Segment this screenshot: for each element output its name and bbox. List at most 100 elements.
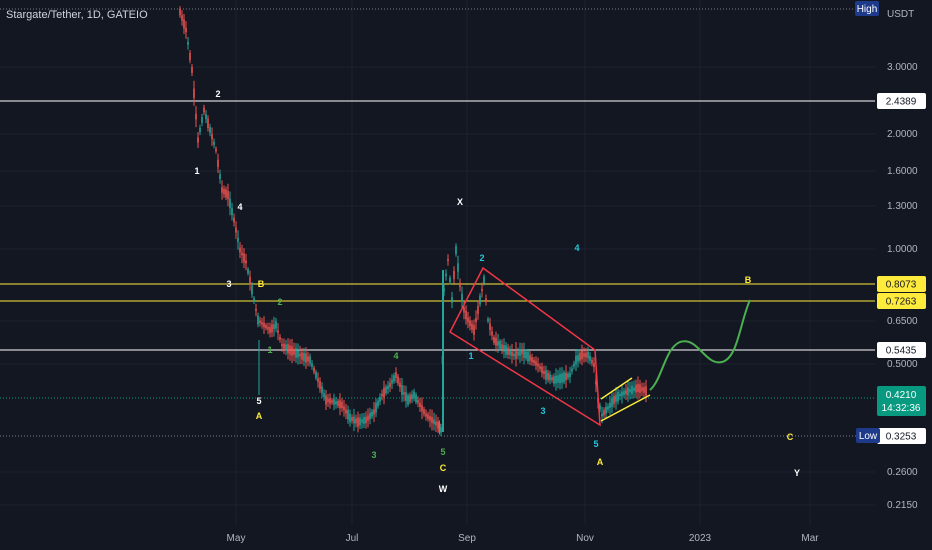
- candle-body: [257, 315, 259, 325]
- candle-body: [555, 375, 557, 384]
- candle-body: [573, 363, 575, 367]
- last-price-tag-bg: [877, 386, 926, 416]
- time-axis-labels: May Jul Sep Nov 2023 Mar: [227, 533, 820, 544]
- candle-body: [465, 310, 467, 320]
- candle-body: [635, 384, 637, 393]
- candle-body: [497, 341, 499, 346]
- candle-body: [207, 118, 209, 129]
- candle-body: [323, 393, 325, 397]
- candle-body: [367, 415, 369, 421]
- candle-body: [440, 427, 442, 433]
- candle-body: [503, 345, 505, 352]
- candle-body: [265, 325, 267, 329]
- candle-body: [585, 352, 587, 358]
- candle-body: [575, 355, 577, 365]
- candle-body: [577, 355, 579, 362]
- candle-body: [275, 321, 277, 329]
- price-axis[interactable]: [875, 0, 932, 525]
- triangle-lower: [600, 394, 651, 422]
- candle-body: [551, 377, 553, 381]
- candle-body: [617, 391, 619, 402]
- candle-body: [645, 386, 647, 396]
- candle-body: [587, 351, 589, 359]
- candle-body: [273, 324, 275, 330]
- wave-label: 1: [468, 351, 473, 361]
- candle-body: [229, 198, 231, 209]
- candle-body: [449, 277, 451, 283]
- candle-body: [329, 398, 331, 404]
- time-axis[interactable]: [0, 525, 875, 550]
- candle-body: [425, 413, 427, 417]
- candle-body: [417, 400, 419, 404]
- level-tag-0-5435: 0.5435: [886, 346, 917, 357]
- candle-body: [523, 349, 525, 358]
- candle-body: [313, 367, 315, 373]
- wave-label: C: [787, 432, 794, 442]
- candle-body: [285, 344, 287, 351]
- wave-label: 4: [393, 351, 398, 361]
- price-tick-label: 0.2150: [887, 500, 918, 511]
- candle-body: [295, 348, 297, 358]
- level-tag-0-8073-bg: [877, 276, 926, 292]
- candle-body: [221, 187, 223, 193]
- candle-body: [637, 383, 639, 393]
- candle-body: [621, 391, 623, 397]
- countdown: 14:32:36: [882, 403, 921, 414]
- falling-channel: [449, 266, 601, 427]
- candle-body: [409, 394, 411, 402]
- candle-body: [219, 174, 221, 179]
- candles: [179, 6, 647, 437]
- candle-body: [223, 188, 225, 195]
- level-tag-0-8073: 0.8073: [886, 280, 917, 291]
- low-badge-bg: [856, 428, 880, 443]
- candle-body: [319, 381, 321, 389]
- wave-labels: 2 1 4 3 B 5 A 2 1 4 3 5 C W X 2 1 4 3 5 A B C Y: [194, 89, 800, 494]
- candle-body: [311, 363, 313, 367]
- candle-body: [243, 253, 245, 263]
- candle-body: [605, 406, 607, 414]
- candle-body: [343, 406, 345, 411]
- price-tick-label: 0.2600: [887, 467, 918, 478]
- candle-body: [191, 67, 193, 73]
- candle-body: [183, 19, 185, 29]
- candle-body: [429, 416, 431, 421]
- candle-body: [309, 356, 311, 364]
- candle-body: [359, 417, 361, 426]
- candle-body: [623, 390, 625, 396]
- candle-body: [567, 373, 569, 378]
- candle-body: [505, 345, 507, 355]
- candle-body: [253, 298, 255, 302]
- price-tick-label: 3.0000: [887, 62, 918, 73]
- wave-label: 2: [479, 253, 484, 263]
- candle-body: [491, 331, 493, 336]
- currency-label: USDT: [887, 9, 914, 20]
- candle-body: [237, 237, 239, 243]
- candle-body: [609, 402, 611, 408]
- candle-body: [199, 127, 201, 133]
- candle-body: [247, 269, 249, 274]
- high-badge-bg: [855, 1, 879, 16]
- chart-title: Stargate/Tether, 1D, GATEIO: [6, 9, 148, 21]
- candle-body: [499, 341, 501, 349]
- candle-body: [455, 245, 457, 255]
- candle-body: [225, 189, 227, 198]
- wave-label: 3: [226, 279, 231, 289]
- candle-body: [289, 345, 291, 355]
- candle-body: [349, 413, 351, 423]
- candle-body: [477, 306, 479, 314]
- candle-body: [211, 134, 213, 140]
- candle-body: [521, 349, 523, 355]
- candle-body: [599, 405, 601, 410]
- candle-body: [189, 52, 191, 61]
- candle-body: [195, 113, 197, 120]
- candle-body: [259, 320, 261, 323]
- candle-body: [325, 395, 327, 405]
- wave-label: 5: [256, 396, 261, 406]
- candle-body: [539, 366, 541, 369]
- candle-body: [607, 406, 609, 410]
- low-badge: Low: [859, 431, 878, 442]
- price-tick-label: 0.6500: [887, 316, 918, 327]
- candle-body: [391, 379, 393, 384]
- candle-body: [463, 307, 465, 313]
